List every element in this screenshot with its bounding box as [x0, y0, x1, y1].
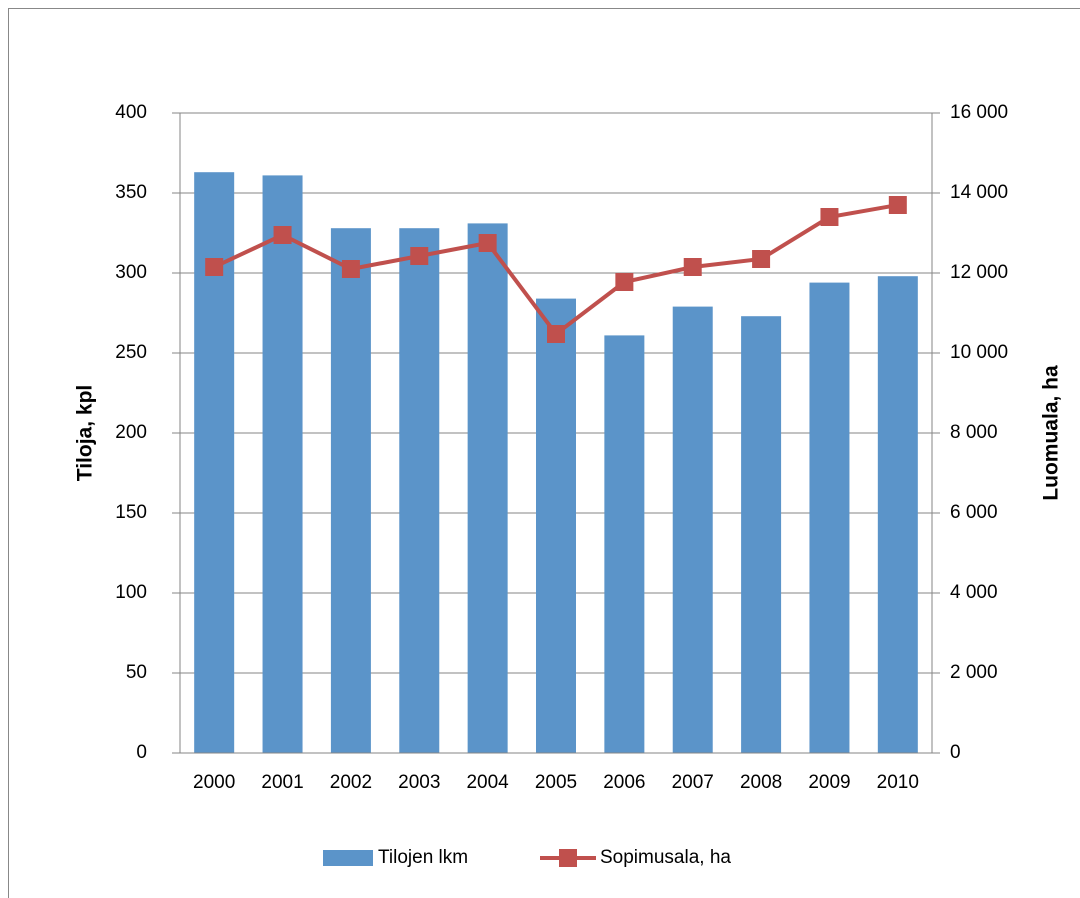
x-tick-label: 2001	[261, 772, 303, 793]
x-tick-label: 2003	[398, 772, 440, 793]
marker	[683, 258, 702, 276]
marker	[478, 234, 497, 252]
y2-tick-label: 12 000	[950, 262, 1008, 283]
y-tick-label: 300	[115, 262, 147, 283]
y2-tick-label: 4 000	[950, 582, 998, 603]
legend-marker	[559, 849, 577, 867]
marker	[752, 250, 771, 268]
marker	[547, 325, 565, 343]
y-tick-label: 0	[136, 742, 147, 763]
x-tick-label: 2002	[330, 772, 372, 793]
bar	[741, 316, 782, 753]
legend-swatch	[323, 850, 373, 866]
legend-label: Sopimusala, ha	[600, 847, 731, 868]
x-tick-label: 2007	[672, 772, 714, 793]
legend-label: Tilojen lkm	[378, 847, 468, 868]
y2-tick-label: 6 000	[950, 502, 998, 523]
bar	[604, 335, 645, 753]
bar	[877, 276, 918, 753]
bar	[672, 306, 713, 753]
y-tick-label: 100	[115, 582, 147, 603]
y2-tick-label: 0	[950, 742, 961, 763]
marker	[273, 226, 292, 244]
chart-frame	[8, 8, 1080, 898]
x-tick-label: 2004	[466, 772, 509, 793]
y-tick-label: 250	[115, 342, 147, 363]
y2-tick-label: 2 000	[950, 662, 998, 683]
y2-tick-label: 14 000	[950, 182, 1008, 203]
y2-axis-title: Luomuala, ha	[1040, 365, 1063, 501]
x-tick-label: 2000	[193, 772, 235, 793]
y2-tick-label: 16 000	[950, 102, 1008, 123]
y-tick-label: 400	[115, 102, 147, 123]
marker	[820, 208, 839, 226]
y2-tick-label: 8 000	[950, 422, 998, 443]
x-tick-label: 2006	[603, 772, 645, 793]
x-tick-label: 2008	[740, 772, 782, 793]
y-tick-label: 350	[115, 182, 147, 203]
bar	[330, 228, 371, 753]
y-tick-label: 200	[115, 422, 147, 443]
bar	[399, 228, 440, 753]
marker	[615, 273, 634, 291]
marker	[205, 258, 224, 276]
y-tick-label: 50	[126, 662, 147, 683]
bar	[809, 282, 850, 753]
marker	[888, 196, 907, 214]
y2-tick-label: 10 000	[950, 342, 1008, 363]
marker	[410, 247, 429, 265]
x-tick-label: 2005	[535, 772, 577, 793]
x-tick-label: 2010	[877, 772, 919, 793]
marker	[341, 260, 360, 278]
y-axis-title: Tiloja, kpl	[74, 385, 97, 481]
x-tick-label: 2009	[808, 772, 850, 793]
bar	[467, 223, 508, 753]
bar	[262, 175, 303, 753]
y-tick-label: 150	[115, 502, 147, 523]
bar	[536, 298, 576, 753]
